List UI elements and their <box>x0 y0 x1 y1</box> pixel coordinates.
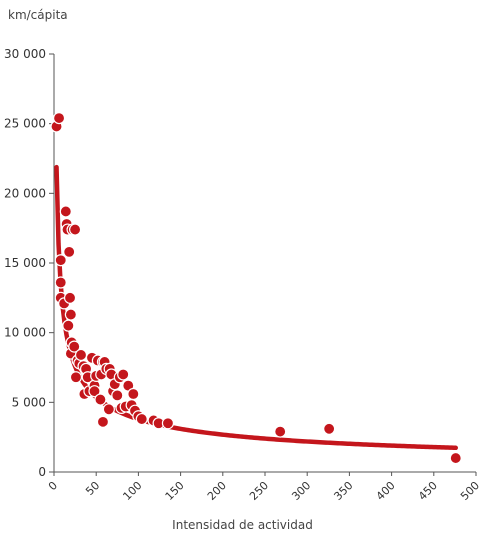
data-point <box>102 403 115 416</box>
y-tick-label: 0 <box>38 465 46 479</box>
data-point <box>161 417 175 430</box>
y-axis-title: km/cápita <box>8 8 68 22</box>
data-point <box>274 425 287 438</box>
x-tick-label: 150 <box>163 479 187 503</box>
data-point <box>54 276 67 289</box>
y-tick-label: 10 000 <box>4 326 46 340</box>
data-point <box>68 223 82 236</box>
data-point <box>449 451 462 465</box>
data-point <box>64 308 77 321</box>
data-point <box>52 111 66 125</box>
data-point <box>88 385 101 398</box>
data-point <box>62 319 75 332</box>
data-point <box>127 387 140 401</box>
data-point <box>69 371 83 384</box>
y-tick-label: 15 000 <box>4 256 46 270</box>
x-tick-label: 450 <box>416 479 440 503</box>
x-tick-label: 0 <box>46 479 60 493</box>
data-point <box>323 422 336 435</box>
data-point <box>74 348 88 362</box>
data-point <box>111 389 124 402</box>
y-tick-label: 20 000 <box>4 186 46 200</box>
data-points <box>50 111 462 465</box>
y-tick-label: 30 000 <box>4 47 46 61</box>
data-point <box>117 368 130 381</box>
x-axis-title: Intensidad de actividad <box>172 518 313 532</box>
y-tick-label: 25 000 <box>4 117 46 131</box>
data-point <box>135 412 148 426</box>
x-tick-label: 300 <box>289 479 313 503</box>
data-point <box>63 245 76 258</box>
data-point <box>63 291 77 304</box>
x-tick-label: 250 <box>247 479 271 503</box>
y-tick-label: 5 000 <box>12 395 46 409</box>
data-point <box>96 415 110 428</box>
data-point <box>94 393 107 406</box>
x-tick-label: 500 <box>458 479 482 503</box>
data-point <box>68 340 81 353</box>
data-point <box>54 254 67 267</box>
x-tick-label: 50 <box>83 479 102 498</box>
data-point <box>59 205 72 218</box>
x-tick-label: 100 <box>120 479 144 503</box>
x-tick-label: 400 <box>374 479 398 503</box>
x-tick-label: 350 <box>331 479 355 503</box>
x-tick-label: 200 <box>205 479 229 503</box>
